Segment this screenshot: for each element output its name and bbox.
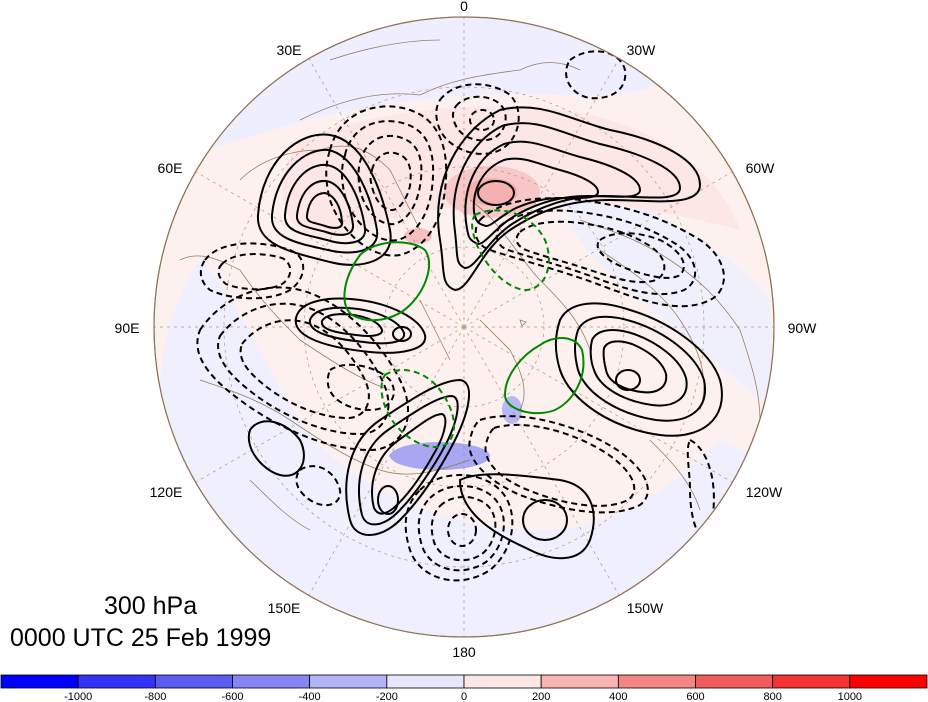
colorbar-tick-label: -200 [376,691,398,702]
lon-label-90w: 90W [788,320,818,336]
colorbar-tick-label: -400 [299,691,321,702]
contour-negative-canada [474,197,725,308]
green-contour-dashed-2 [380,369,456,448]
colorbar-box [154,674,233,689]
colorbar-labels: -1000 -800 -600 -400 -200 0 200 400 600 800 1000 [64,691,862,702]
lon-label-120e: 120E [150,484,183,500]
contour-negative-north [325,105,448,257]
negative-contours [196,50,725,582]
colorbar-box [849,674,928,689]
lon-label-150e: 150E [268,600,301,616]
colorbar-box [463,674,542,689]
lon-label-0: 0 [460,0,468,14]
lon-label-120w: 120W [746,484,783,500]
colorbar-tick-label: 200 [532,691,550,702]
lon-label-30w: 30W [627,42,657,58]
contour-negative-pacific [404,474,514,582]
colorbar-tick-label: 1000 [838,691,862,702]
contour-negative-westeurasia [199,242,305,300]
contour-positive-siberia [294,297,427,354]
green-contour-dashed-1 [471,209,550,292]
colorbar: -1000 -800 -600 -400 -200 0 200 400 600 800 1000 [0,674,928,702]
lon-label-30e: 30E [277,42,302,58]
colorbar-box [309,674,388,689]
contour-negative-sw [295,465,342,507]
colorbar-tick-label: -1000 [64,691,92,702]
globe-outline [153,16,775,638]
positive-contours [247,106,723,560]
shading-negative-ring [160,260,760,637]
colorbar-box [540,674,619,689]
colorbar-tick-label: -800 [144,691,166,702]
colorbar-boxes [0,674,928,689]
level-title: 300 hPa [104,592,198,620]
colorbar-box [232,674,311,689]
contour-positive-atlantic [437,106,702,292]
colorbar-box [695,674,774,689]
contour-positive-urals [256,133,392,266]
contour-positive-west [247,420,305,477]
colorbar-tick-label: -600 [221,691,243,702]
contour-negative-greenland [565,50,627,100]
colorbar-box [617,674,696,689]
shading-negative-east [560,180,774,420]
lon-label-180: 180 [452,644,476,660]
lon-label-60e: 60E [158,160,183,176]
lon-label-60w: 60W [746,160,776,176]
lon-label-150w: 150W [627,600,664,616]
longitude-labels: 0 30W 60W 90W 120W 150W 180 150E 120E 90… [115,0,818,660]
colorbar-tick-label: 0 [461,691,467,702]
contour-negative-iceland [435,83,520,155]
green-contour-solid-2 [503,337,585,415]
colorbar-tick-label: 800 [763,691,781,702]
colorbar-tick-label: 400 [609,691,627,702]
lon-label-90e: 90E [115,320,140,336]
colorbar-tick-label: 600 [686,691,704,702]
contour-negative-alaska [468,415,649,514]
green-contours [343,209,585,448]
colorbar-box [0,674,79,689]
time-title: 0000 UTC 25 Feb 1999 [10,624,272,652]
green-contour-solid-1 [343,241,430,322]
contour-positive-n-america [554,302,723,437]
colorbar-box [77,674,156,689]
colorbar-box [772,674,851,689]
colorbar-box [386,674,465,689]
